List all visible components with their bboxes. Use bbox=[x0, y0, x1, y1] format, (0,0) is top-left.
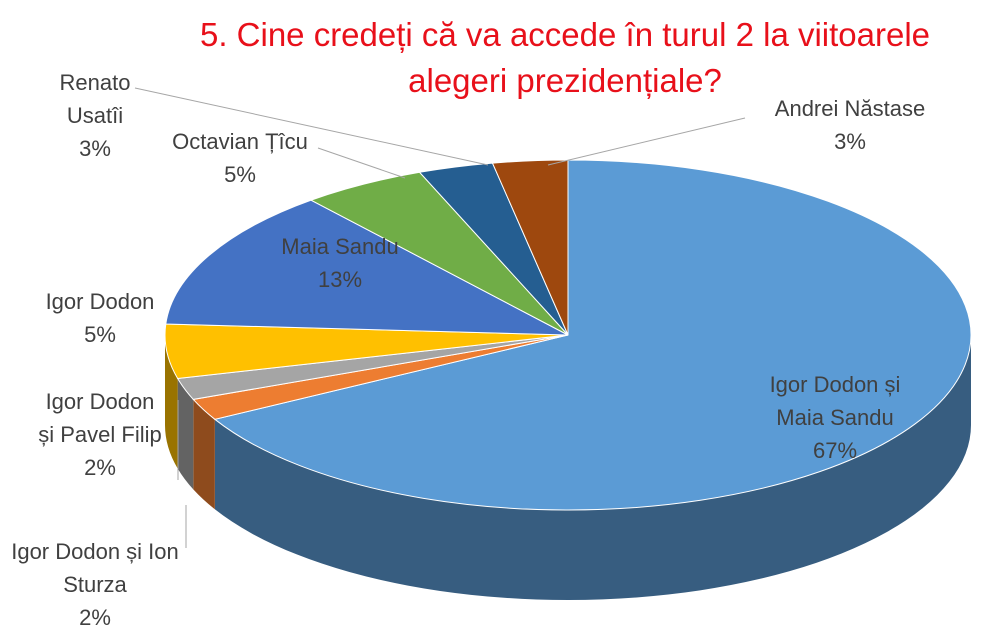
data-label: Maia Sandu 13% bbox=[265, 230, 415, 296]
label-name: Renato Usatîi bbox=[59, 70, 131, 128]
leader-line bbox=[134, 87, 489, 166]
label-value: 5% bbox=[224, 162, 256, 187]
label-value: 5% bbox=[84, 322, 116, 347]
leader-line bbox=[317, 147, 406, 179]
slice-side bbox=[177, 378, 194, 490]
slice bbox=[213, 159, 972, 511]
data-label: Andrei Năstase 3% bbox=[745, 92, 955, 158]
slice-side bbox=[214, 335, 972, 600]
chart-title: 5. Cine credeți că va accede în turul 2 … bbox=[199, 16, 931, 99]
data-label: Igor Dodon și Ion Sturza 2% bbox=[8, 535, 183, 634]
label-name: Igor Dodon și Ion Sturza bbox=[11, 539, 179, 597]
label-value: 67% bbox=[812, 438, 858, 463]
label-name: Igor Dodon bbox=[45, 289, 155, 314]
data-label: Igor Dodon 5% bbox=[35, 285, 165, 351]
data-label: Octavian Țîcu 5% bbox=[153, 125, 328, 191]
label-name: Maia Sandu bbox=[281, 234, 399, 259]
label-value: 13% bbox=[317, 267, 363, 292]
slice bbox=[165, 199, 569, 336]
data-label: Igor Dodon și Maia Sandu 67% bbox=[745, 368, 925, 467]
label-value: 2% bbox=[84, 455, 116, 480]
data-label: Renato Usatîi 3% bbox=[45, 66, 145, 165]
slice-side bbox=[193, 399, 215, 510]
label-value: 2% bbox=[79, 605, 111, 630]
label-name: Andrei Năstase bbox=[774, 96, 926, 121]
label-name: Octavian Țîcu bbox=[172, 129, 308, 154]
slice-side bbox=[165, 335, 178, 469]
label-value: 3% bbox=[834, 129, 866, 154]
data-label: Igor Dodon și Pavel Filip 2% bbox=[38, 385, 163, 484]
label-name: Igor Dodon și Pavel Filip bbox=[38, 389, 162, 447]
label-name: Igor Dodon și Maia Sandu bbox=[769, 372, 901, 430]
label-value: 3% bbox=[79, 136, 111, 161]
leader-line bbox=[547, 117, 746, 166]
